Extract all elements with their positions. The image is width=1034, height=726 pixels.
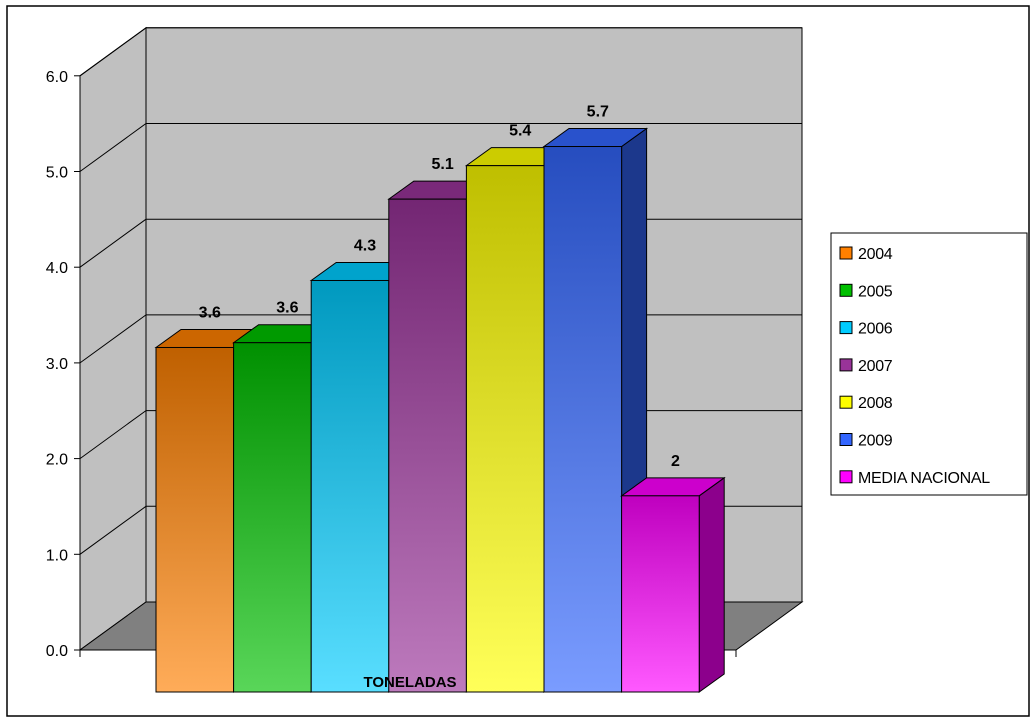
legend-label: 2005 xyxy=(858,283,893,300)
legend-label: 2004 xyxy=(858,246,893,263)
legend-label: 2008 xyxy=(858,395,893,412)
legend-label: MEDIA NACIONAL xyxy=(858,470,990,487)
legend-item: 2005 xyxy=(839,283,893,300)
bar-front xyxy=(233,342,312,693)
bars xyxy=(154,127,726,693)
bar-side xyxy=(698,476,725,693)
bar-front xyxy=(465,165,545,693)
legend-item: 2009 xyxy=(839,433,893,450)
x-axis-label: TONELADAS xyxy=(363,674,456,691)
legend-box xyxy=(830,232,1028,496)
legend-swatch xyxy=(839,321,853,335)
bar-front xyxy=(310,279,390,693)
data-label: 2 xyxy=(671,453,680,470)
bar-media-nacional xyxy=(620,476,726,693)
legend-item: 2006 xyxy=(839,321,893,338)
gridline-side xyxy=(79,505,147,555)
legend-swatch xyxy=(839,433,853,446)
gridline-side xyxy=(79,27,147,77)
gridline-side xyxy=(79,410,147,460)
legend-item: MEDIA NACIONAL xyxy=(839,470,991,487)
legend-swatch xyxy=(839,395,853,409)
legend-swatch xyxy=(839,470,853,484)
y-tick-label: 2.0 xyxy=(46,452,68,469)
y-tick-label: 5.0 xyxy=(46,165,68,182)
y-tick-label: 3.0 xyxy=(46,356,68,373)
legend-item: 2007 xyxy=(839,358,893,375)
bar-front xyxy=(621,495,700,693)
data-label: 4.3 xyxy=(354,237,376,254)
data-label: 5.7 xyxy=(587,104,609,121)
legend-item: 2008 xyxy=(839,395,893,412)
legend-item: 2004 xyxy=(839,246,893,263)
y-tick-label: 6.0 xyxy=(46,69,68,86)
legend-label: 2006 xyxy=(858,321,893,338)
y-tick-label: 0.0 xyxy=(46,643,68,660)
y-tick-label: 1.0 xyxy=(46,547,68,564)
data-label: 5.1 xyxy=(431,156,453,173)
bar-front xyxy=(543,146,623,693)
legend: 2004 2005 2006 2007 2008 2009 MEDIA NACIONAL xyxy=(830,232,1028,496)
data-label: 5.4 xyxy=(509,123,531,140)
gridline-side xyxy=(79,314,147,364)
data-labels: 3.6 3.6 4.3 5.1 5.4 5.7 2 xyxy=(199,104,680,470)
y-tick-label: 4.0 xyxy=(46,260,68,277)
legend-label: 2009 xyxy=(858,433,893,450)
bar-front xyxy=(155,346,235,693)
legend-label: 2007 xyxy=(858,358,893,375)
legend-swatch xyxy=(839,283,853,297)
bar-front xyxy=(388,198,467,693)
gridline-side xyxy=(79,218,147,268)
legend-swatch xyxy=(839,246,853,260)
gridline-side xyxy=(79,123,147,172)
data-label: 3.6 xyxy=(276,300,298,317)
legend-swatch xyxy=(839,358,853,372)
data-label: 3.6 xyxy=(199,304,221,321)
